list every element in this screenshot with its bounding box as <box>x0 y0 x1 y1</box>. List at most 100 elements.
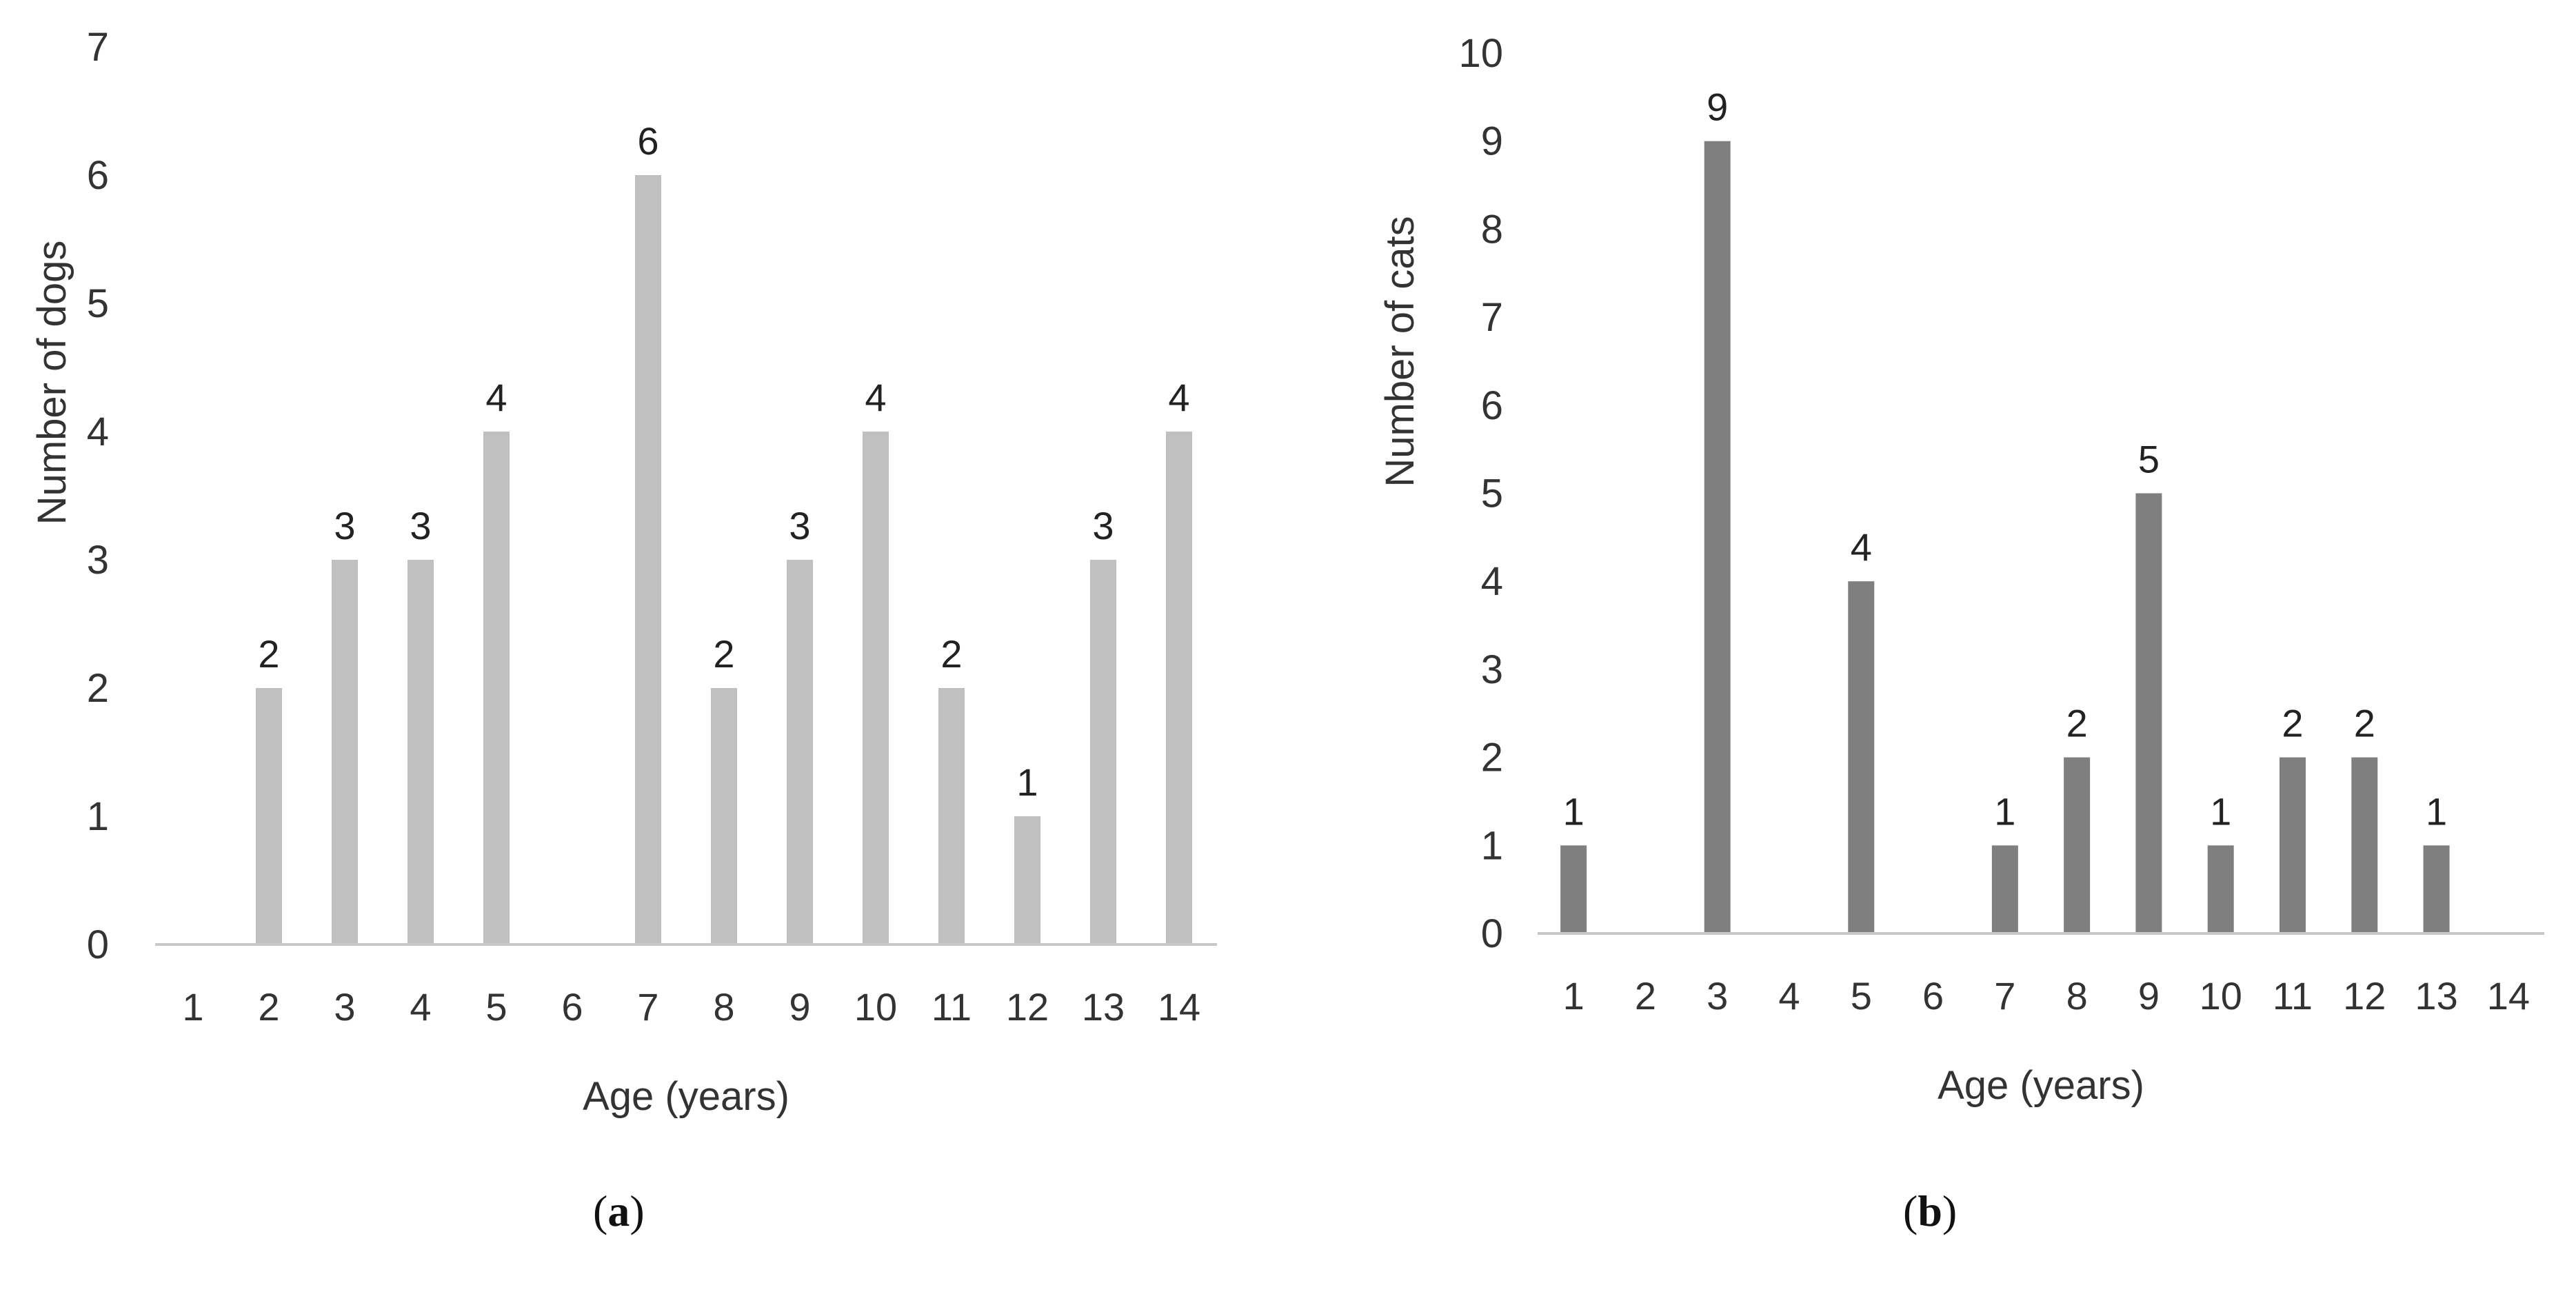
bar <box>407 560 434 944</box>
bar <box>2064 757 2091 933</box>
y-tick-label: 3 <box>87 538 109 583</box>
data-label: 3 <box>334 504 355 547</box>
data-label: 4 <box>1168 376 1189 419</box>
panel-label-a-text: a <box>607 1186 630 1235</box>
x-tick-label: 11 <box>932 985 972 1029</box>
data-label: 2 <box>713 632 734 676</box>
bar <box>1014 816 1040 944</box>
y-tick-label: 0 <box>87 922 109 967</box>
y-tick-label: 5 <box>1481 472 1503 516</box>
x-tick-label: 3 <box>1707 974 1728 1018</box>
data-label: 3 <box>410 504 431 547</box>
x-tick-label: 9 <box>789 985 810 1029</box>
bar <box>1166 432 1192 944</box>
x-tick-label: 7 <box>637 985 658 1029</box>
x-tick-label: 12 <box>1006 985 1049 1029</box>
y-tick-label: 8 <box>1481 207 1503 252</box>
bar <box>2280 757 2306 933</box>
bar <box>2207 845 2234 933</box>
y-tick-label: 7 <box>87 25 109 70</box>
y-tick-label: 1 <box>1481 823 1503 868</box>
x-tick-label: 2 <box>258 985 279 1029</box>
cats-age-chart-panel: 0 1 2 3 4 5 6 7 8 9 10 1 9 4 1 2 5 1 2 2 1 1 2 3 4 5 6 7 8 9 10 11 12 13 1… <box>1351 0 2576 1294</box>
x-tick-label: 13 <box>1082 985 1125 1029</box>
data-label: 4 <box>865 376 886 419</box>
y-tick-label: 0 <box>1481 911 1503 956</box>
y-axis-title: Number of dogs <box>30 241 74 525</box>
x-tick-label: 10 <box>2200 974 2242 1018</box>
y-tick-label: 3 <box>1481 647 1503 692</box>
bar <box>1704 141 1731 934</box>
x-tick-label: 9 <box>2138 974 2160 1018</box>
bar <box>332 560 358 944</box>
x-tick-label: 7 <box>1994 974 2015 1018</box>
data-label: 3 <box>789 504 810 547</box>
bar <box>1560 845 1587 933</box>
x-tick-label: 11 <box>2273 974 2313 1018</box>
y-tick-label: 4 <box>87 410 109 454</box>
data-label: 2 <box>940 632 962 676</box>
y-tick-label: 10 <box>1458 31 1503 76</box>
bar <box>787 560 813 944</box>
data-label: 2 <box>2282 702 2303 745</box>
data-label: 6 <box>637 119 658 163</box>
bar <box>2423 845 2450 933</box>
y-tick-label: 2 <box>87 666 109 711</box>
bar <box>1991 845 2018 933</box>
x-tick-label: 6 <box>1922 974 1944 1018</box>
data-label: 4 <box>1851 525 1872 569</box>
x-tick-label: 6 <box>561 985 583 1029</box>
data-label: 2 <box>2354 702 2375 745</box>
data-label: 2 <box>258 632 279 676</box>
y-tick-label: 6 <box>87 153 109 198</box>
data-label: 1 <box>1563 789 1584 833</box>
x-tick-label: 1 <box>182 985 203 1029</box>
bar <box>2351 757 2378 933</box>
data-label: 9 <box>1707 85 1728 129</box>
x-tick-label: 14 <box>2487 974 2530 1018</box>
data-label: 2 <box>2066 702 2088 745</box>
x-tick-label: 5 <box>1851 974 1872 1018</box>
y-tick-label: 2 <box>1481 736 1503 780</box>
x-tick-label: 4 <box>1778 974 1800 1018</box>
x-tick-label: 12 <box>2343 974 2386 1018</box>
x-tick-label: 3 <box>334 985 355 1029</box>
bar <box>256 688 282 944</box>
y-tick-label: 4 <box>1481 559 1503 604</box>
x-tick-label: 10 <box>854 985 897 1029</box>
x-axis-title: Age (years) <box>583 1074 789 1119</box>
data-label: 5 <box>2138 438 2160 481</box>
bar <box>635 175 661 944</box>
x-tick-label: 2 <box>1635 974 1656 1018</box>
x-tick-label: 1 <box>1563 974 1584 1018</box>
y-tick-label: 9 <box>1481 119 1503 164</box>
panel-label-b: (b) <box>1903 1186 1958 1235</box>
y-axis-title: Number of cats <box>1378 216 1422 487</box>
x-tick-label: 8 <box>713 985 734 1029</box>
bar <box>1848 581 1875 933</box>
dogs-age-chart-panel: 0 1 2 3 4 5 6 7 2 3 3 4 6 2 3 4 2 1 3 4 1 2 3 4 5 6 7 8 9 10 11 12 13 14 A… <box>0 0 1269 1294</box>
x-tick-label: 5 <box>485 985 507 1029</box>
y-tick-label: 7 <box>1481 295 1503 340</box>
x-tick-label: 4 <box>410 985 431 1029</box>
data-label: 1 <box>2210 789 2231 833</box>
data-label: 1 <box>2426 789 2447 833</box>
bar <box>938 688 965 944</box>
x-tick-label: 14 <box>1158 985 1200 1029</box>
y-tick-label: 6 <box>1481 383 1503 428</box>
bar <box>863 432 889 944</box>
x-axis-title: Age (years) <box>1938 1063 2144 1108</box>
x-tick-label: 8 <box>2066 974 2088 1018</box>
data-label: 1 <box>1994 789 2015 833</box>
x-tick-label: 13 <box>2415 974 2457 1018</box>
data-label: 1 <box>1016 760 1038 804</box>
data-label: 3 <box>1092 504 1114 547</box>
bar <box>1090 560 1116 944</box>
bar <box>711 688 737 944</box>
panel-label-a: (a) <box>593 1186 645 1235</box>
y-tick-label: 1 <box>87 794 109 839</box>
data-label: 4 <box>485 376 507 419</box>
bar <box>2135 493 2162 933</box>
